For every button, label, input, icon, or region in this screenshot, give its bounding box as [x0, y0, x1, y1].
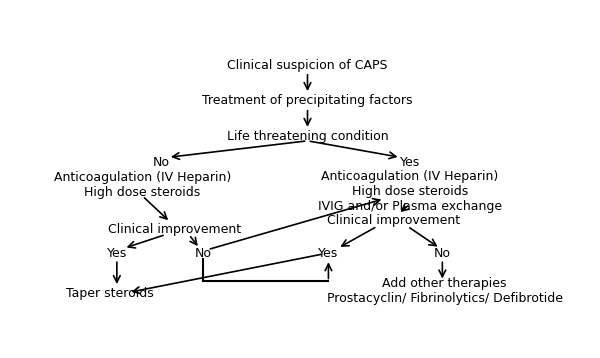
Text: Add other therapies
Prostacyclin/ Fibrinolytics/ Defibrotide: Add other therapies Prostacyclin/ Fibrin… — [326, 277, 563, 305]
Text: Treatment of precipitating factors: Treatment of precipitating factors — [202, 95, 413, 107]
Text: Taper steroids: Taper steroids — [66, 287, 154, 300]
Text: Yes: Yes — [107, 247, 127, 260]
Text: No: No — [194, 247, 211, 260]
Text: Anticoagulation (IV Heparin)
High dose steroids: Anticoagulation (IV Heparin) High dose s… — [54, 171, 231, 199]
Text: Yes: Yes — [400, 156, 420, 169]
Text: Yes: Yes — [319, 247, 338, 260]
Text: Anticoagulation (IV Heparin)
High dose steroids
IVIG and/or Plasma exchange: Anticoagulation (IV Heparin) High dose s… — [318, 170, 502, 213]
Text: Clinical improvement: Clinical improvement — [109, 223, 242, 236]
Text: No: No — [152, 156, 170, 169]
Text: No: No — [434, 247, 451, 260]
Text: Clinical improvement: Clinical improvement — [327, 214, 460, 227]
Text: Clinical suspicion of CAPS: Clinical suspicion of CAPS — [227, 58, 388, 72]
Text: Life threatening condition: Life threatening condition — [227, 130, 388, 143]
